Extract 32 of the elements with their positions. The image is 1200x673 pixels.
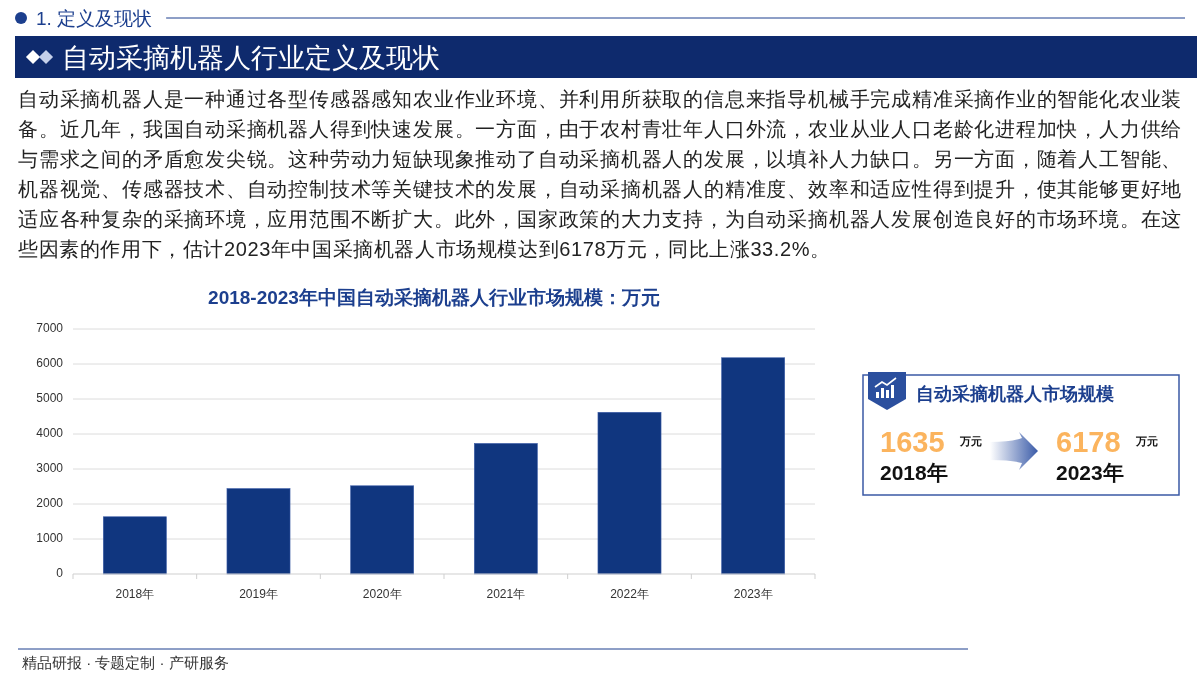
y-tick-label: 5000 xyxy=(36,391,64,406)
category-label: 2018年 xyxy=(880,461,948,484)
bar xyxy=(226,488,291,575)
x-tick-label: 2022年 xyxy=(610,587,649,601)
chart-title: 2018-2023年中国自动采摘机器人行业市场规模：万元 xyxy=(208,287,660,308)
x-tick-label: 2023年 xyxy=(733,587,773,601)
text: 自动采摘机器人市场规模 xyxy=(916,384,1114,404)
text: 精品研报 · 专题定制 · 产研服务 xyxy=(22,654,229,671)
text: 万元 xyxy=(958,435,982,447)
bar xyxy=(721,357,785,575)
y-tick-label: 7000 xyxy=(36,321,64,336)
text: 1. 定义及现状 xyxy=(36,8,153,29)
y-tick-label: 0 xyxy=(56,566,64,581)
text: 自动采摘机器人是一种通过各型传感器感知农业作业环境、并利用所获取的信息来指导机械手完成精准采摘作业的智能化农业装备。近几年，我国自动采摘机器人得到快速发展。一方面，由于农村青壮年人口外流，农业从业人口老龄化进程加快，人力供给与需求之间的矛盾愈发尖锐。这种劳动力短缺现象推动了自动采摘机器人的发展，以填补人力缺口。另一方面，随着人工智能、机器视觉、传感器技术、自动控制技术等关键技术的发展，自动采摘机器人的精准度、效率和适应性得到提升，使其能够更好地适应各种复杂的采摘环境，应用范围不断扩大。此外，国家政策的大力支持，为自动采摘机器人发展创造良好的市场环境。在这些因素的作用下，估计2023年中国采摘机器人市场规模达到6178万元，同比上涨33.2%。 xyxy=(18,87,1182,262)
y-tick-label: 4000 xyxy=(36,426,64,441)
bar xyxy=(350,485,414,575)
x-tick-label: 2021年 xyxy=(486,587,526,601)
x-tick-label: 2019年 xyxy=(239,587,278,601)
y-tick-label: 3000 xyxy=(36,461,64,476)
bar xyxy=(474,443,538,575)
text: 自动采摘机器人行业定义及现状 xyxy=(62,43,440,73)
y-tick-label: 6000 xyxy=(36,356,64,371)
data-label: 6178 xyxy=(1056,426,1121,458)
bar xyxy=(103,516,167,575)
y-tick-label: 1000 xyxy=(36,531,64,546)
y-tick-label: 2000 xyxy=(36,496,64,511)
data-label: 1635 xyxy=(880,426,945,458)
text: 万元 xyxy=(1134,435,1158,447)
bar xyxy=(597,412,662,575)
category-label: 2023年 xyxy=(1056,461,1124,484)
x-tick-label: 2020年 xyxy=(362,587,402,601)
x-tick-label: 2018年 xyxy=(115,587,155,601)
